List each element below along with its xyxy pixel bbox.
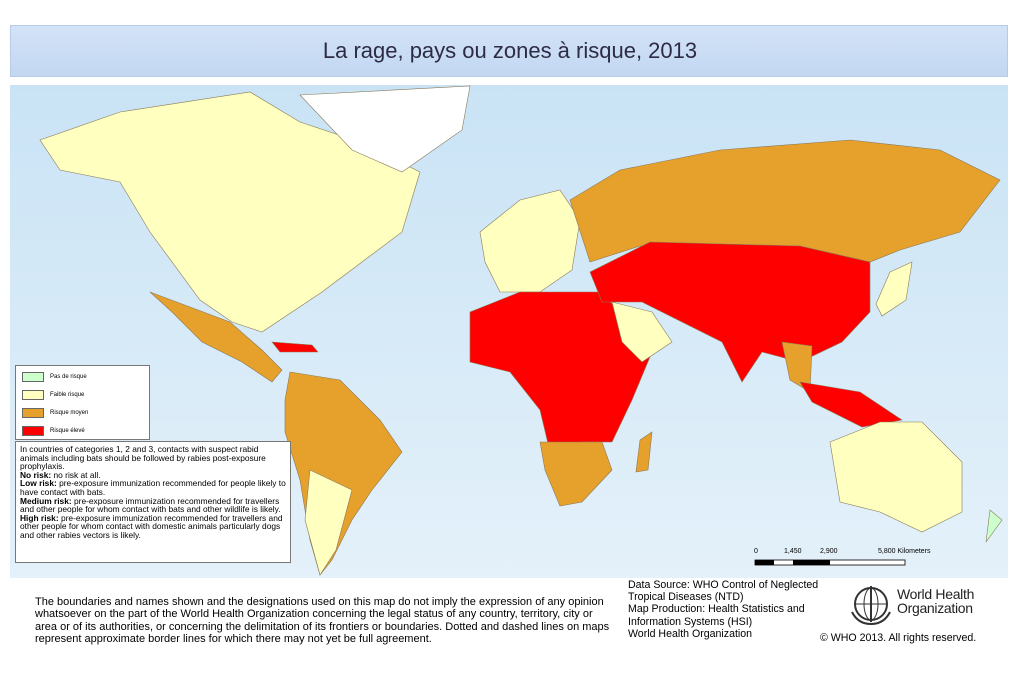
scale-label: 5,800 Kilometers bbox=[878, 548, 931, 555]
who-logo-text: World Health Organization bbox=[897, 587, 974, 615]
scale-label: 2,900 bbox=[820, 548, 838, 555]
note-text: pre-exposure immunization recommended fo… bbox=[20, 512, 283, 540]
note-term: Medium risk: bbox=[20, 495, 72, 506]
disclaimer: The boundaries and names shown and the d… bbox=[35, 596, 610, 646]
data-source: Data Source: WHO Control of Neglected Tr… bbox=[628, 579, 818, 640]
note-item: High risk: pre-exposure immunization rec… bbox=[20, 512, 286, 540]
note-text: pre-exposure immunization recommended fo… bbox=[20, 478, 286, 497]
legend-swatch bbox=[22, 390, 44, 400]
note-term: Low risk: bbox=[20, 478, 57, 489]
emblem-laurel bbox=[851, 611, 891, 626]
notes-intro: In countries of categories 1, 2 and 3, c… bbox=[20, 444, 266, 472]
caribbean bbox=[271, 341, 319, 353]
copyright: © WHO 2013. All rights reserved. bbox=[820, 632, 977, 644]
scale-label: 1,450 bbox=[784, 548, 802, 555]
note-item: Medium risk: pre-exposure immunization r… bbox=[20, 495, 286, 515]
europe bbox=[479, 189, 581, 293]
legend-label: Pas de risque bbox=[50, 374, 87, 380]
legend-swatch bbox=[22, 426, 44, 436]
legend-label: Risque élevé bbox=[50, 428, 85, 434]
source-line: Tropical Diseases (NTD) bbox=[628, 591, 744, 604]
who-emblem bbox=[851, 586, 891, 626]
legend-item: Risque élevé bbox=[22, 425, 85, 437]
logo-line: Organization bbox=[897, 600, 973, 616]
legend-label: Faible risque bbox=[50, 392, 85, 398]
source-line: Information Systems (HSI) bbox=[628, 615, 753, 628]
legend-item: Faible risque bbox=[22, 389, 84, 401]
new-zealand bbox=[985, 509, 1003, 543]
legend: Pas de risque Faible risque Risque moyen… bbox=[15, 365, 150, 440]
scale-bar-segment bbox=[755, 560, 774, 565]
note-term: No risk: bbox=[20, 469, 52, 480]
map-title: La rage, pays ou zones à risque, 2013 bbox=[322, 38, 698, 63]
arabia bbox=[611, 301, 673, 363]
note-text: pre-exposure immunization recommended fo… bbox=[20, 495, 281, 515]
note-item: Low risk: pre-exposure immunization reco… bbox=[20, 479, 286, 496]
source-line: World Health Organization bbox=[628, 627, 753, 640]
note-term: High risk: bbox=[20, 512, 59, 523]
legend-item: Risque moyen bbox=[22, 407, 88, 419]
north-america bbox=[39, 91, 421, 333]
legend-swatch bbox=[22, 408, 44, 418]
greenland bbox=[299, 85, 471, 173]
legend-item: Pas de risque bbox=[22, 371, 87, 383]
source-line: Data Source: WHO Control of Neglected bbox=[628, 579, 819, 591]
australia bbox=[829, 421, 963, 533]
scale-bar-segment bbox=[793, 560, 830, 565]
scale-bar bbox=[754, 559, 906, 566]
note-item: No risk: no risk at all. bbox=[20, 469, 286, 480]
southern-cone bbox=[304, 469, 353, 576]
source-line: Map Production: Health Statistics and bbox=[628, 603, 805, 616]
legend-swatch bbox=[22, 372, 44, 382]
madagascar bbox=[635, 431, 653, 473]
central-america bbox=[149, 291, 283, 383]
title-bar: La rage, pays ou zones à risque, 2013 bbox=[10, 25, 1008, 77]
note-text: no risk at all. bbox=[53, 469, 101, 480]
risk-notes: In countries of categories 1, 2 and 3, c… bbox=[15, 441, 291, 563]
logo-line: World Health bbox=[897, 586, 975, 602]
scale-label: 0 bbox=[754, 548, 758, 555]
legend-label: Risque moyen bbox=[50, 410, 89, 416]
japan bbox=[875, 261, 913, 317]
southern-africa bbox=[539, 441, 613, 507]
